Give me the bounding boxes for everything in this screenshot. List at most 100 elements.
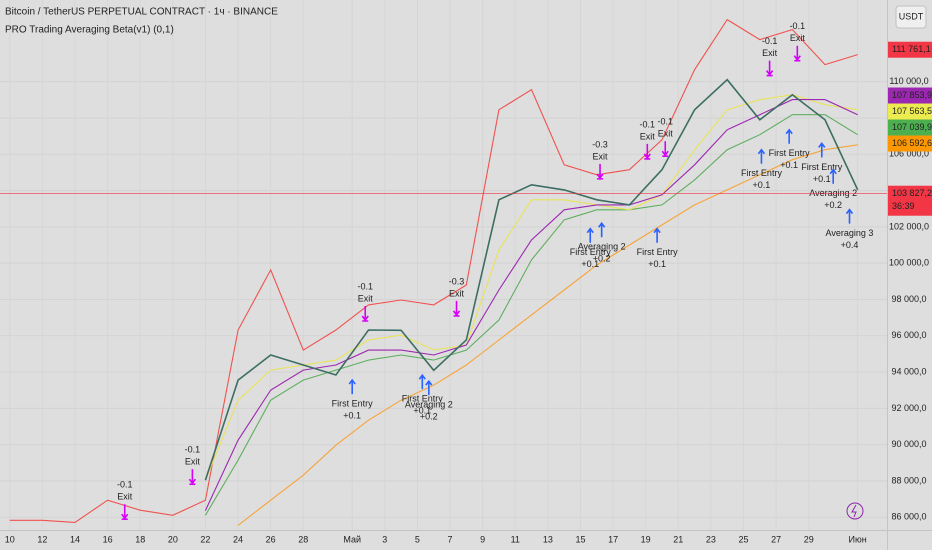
signal-label: Exit [449, 288, 465, 298]
price-tag-label: 107 853,9 [892, 90, 932, 100]
signal-text: First Entry [570, 247, 612, 257]
y-tick-label: 98 000,0 [891, 294, 926, 304]
entry-arrow [653, 227, 661, 243]
x-tick-label: 5 [415, 534, 420, 544]
x-tick-label: 24 [233, 534, 243, 544]
price-tag [888, 41, 932, 58]
signal-text: -0.3 [592, 139, 608, 149]
entry-arrow [757, 148, 766, 164]
signal-text: First Entry [402, 394, 444, 404]
x-tick-label: 9 [480, 534, 485, 544]
exit-arrow [765, 60, 774, 77]
y-tick-label: 102 000,0 [889, 221, 929, 231]
x-tick-label: 21 [673, 534, 683, 544]
signal-label: Exit [762, 48, 778, 58]
countdown: 36:39 [892, 201, 915, 211]
signal-text: First Entry [332, 398, 374, 408]
exit-arrow [643, 143, 651, 160]
signal-label: Exit [358, 293, 374, 303]
price-tag-label: 107 039,9 [892, 122, 932, 132]
signal-text: -0.1 [117, 480, 133, 490]
alert-icon[interactable] [846, 502, 864, 520]
exit-arrow [661, 141, 669, 157]
price-tag [888, 87, 932, 104]
entry-arrow [598, 221, 606, 238]
x-tick-label: 26 [266, 534, 276, 544]
price-tag [888, 103, 932, 120]
x-tick-label: 3 [382, 534, 387, 544]
x-tick-label: 29 [804, 534, 814, 544]
signal-label: +0.2 [824, 200, 842, 210]
y-tick-label: 90 000,0 [891, 439, 926, 449]
entry-arrow [348, 378, 356, 395]
x-tick-label: 27 [771, 534, 781, 544]
signal-text: Averaging 2 [578, 242, 626, 252]
indicator-name: PRO Trading Averaging Beta(v1) (0,1) [5, 25, 174, 36]
x-tick-label: 25 [739, 534, 749, 544]
x-tick-label: 7 [448, 534, 453, 544]
exit-arrow [121, 504, 129, 521]
exit-arrow [793, 45, 801, 62]
signal-text: First Entry [769, 148, 811, 158]
y-tick-label: 88 000,0 [891, 475, 926, 485]
y-tick-label: 110 000,0 [889, 76, 928, 86]
signal-text: First Entry [741, 168, 783, 178]
x-tick-label: 14 [70, 534, 80, 544]
y-tick-label: 94 000,0 [891, 366, 926, 376]
signal-text: -0.1 [357, 281, 373, 291]
x-tick-label: 15 [575, 534, 585, 544]
x-tick-label: 22 [200, 534, 210, 544]
signal-label: +0.1 [343, 410, 361, 420]
signal-text: -0.1 [762, 36, 778, 46]
signal-label: Exit [185, 457, 201, 467]
series-line [204, 114, 858, 516]
series-line [204, 78, 859, 481]
signal-text: -0.1 [790, 21, 806, 31]
exit-arrow [361, 305, 369, 322]
price-tag-label: 103 827,2 [892, 188, 932, 198]
signal-text: Averaging 3 [826, 228, 874, 238]
price-tag-label: 111 761,1 [892, 44, 931, 54]
x-tick-label: 19 [641, 534, 651, 544]
alert-icon[interactable] [851, 504, 857, 518]
x-tick-label: 12 [37, 534, 47, 544]
x-tick-label: 17 [608, 534, 618, 544]
signal-text: -0.1 [657, 117, 673, 127]
y-tick-label: 92 000,0 [891, 403, 926, 413]
x-tick-label: 11 [511, 534, 520, 544]
series-line [204, 94, 858, 481]
signal-text: First Entry [637, 247, 679, 257]
signal-text: Averaging 2 [809, 188, 857, 198]
signal-label: +0.2 [420, 412, 438, 422]
y-tick-label: 86 000,0 [891, 512, 926, 522]
currency-box[interactable] [895, 5, 927, 29]
x-tick-label: 28 [298, 534, 308, 544]
signal-label: +0.1 [753, 180, 771, 190]
signal-label: +0.1 [648, 259, 666, 269]
signal-text: First Entry [801, 162, 843, 172]
x-tick-label: 20 [168, 534, 178, 544]
x-tick-label: 13 [543, 534, 553, 544]
signal-text: -0.3 [449, 276, 465, 286]
entry-arrow [845, 208, 854, 224]
y-tick-label: 96 000,0 [891, 330, 926, 340]
series-line [237, 144, 858, 526]
y-tick-label: 106 000,0 [889, 149, 929, 159]
entry-arrow [586, 227, 594, 243]
x-tick-label: 23 [706, 534, 716, 544]
entry-arrow [425, 379, 433, 396]
entry-arrow [818, 142, 826, 158]
series-line [9, 18, 858, 523]
signal-label: +0.1 [813, 174, 831, 184]
signal-label: Exit [117, 492, 133, 502]
signal-text: -0.1 [185, 445, 201, 455]
x-tick-label: Июн [849, 534, 867, 544]
price-tag-label: 107 563,5 [892, 106, 932, 116]
x-tick-label: 18 [135, 534, 145, 544]
currency[interactable]: USDT [899, 11, 924, 21]
signal-label: Exit [593, 151, 609, 161]
x-tick-label: 16 [103, 534, 113, 544]
x-tick-label: 10 [5, 534, 15, 544]
price-tag [888, 135, 932, 152]
